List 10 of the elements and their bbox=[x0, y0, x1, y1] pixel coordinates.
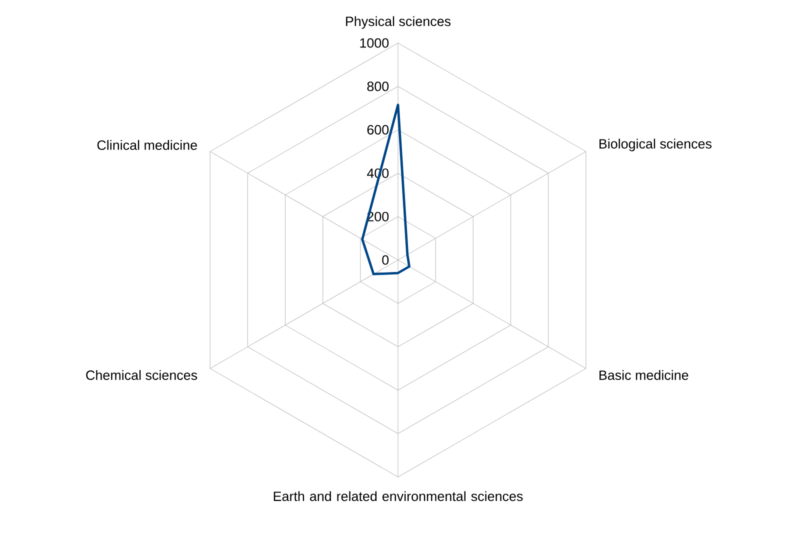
spoke-label: Basic medicine bbox=[600, 370, 688, 380]
y-tick-label: 0 bbox=[382, 255, 389, 265]
spoke-label: Chemical sciences bbox=[86, 370, 198, 380]
y-tick-label: 800 bbox=[367, 82, 389, 92]
spoke-label: Clinical medicine bbox=[97, 140, 197, 150]
y-tick-label: 600 bbox=[367, 125, 389, 135]
y-tick-label: 1000 bbox=[360, 38, 389, 48]
spoke-label: Earth and related environmental sciences bbox=[274, 491, 523, 502]
spoke-label: Biological sciences bbox=[600, 138, 712, 152]
spoke-label: Physical sciences bbox=[346, 16, 451, 29]
